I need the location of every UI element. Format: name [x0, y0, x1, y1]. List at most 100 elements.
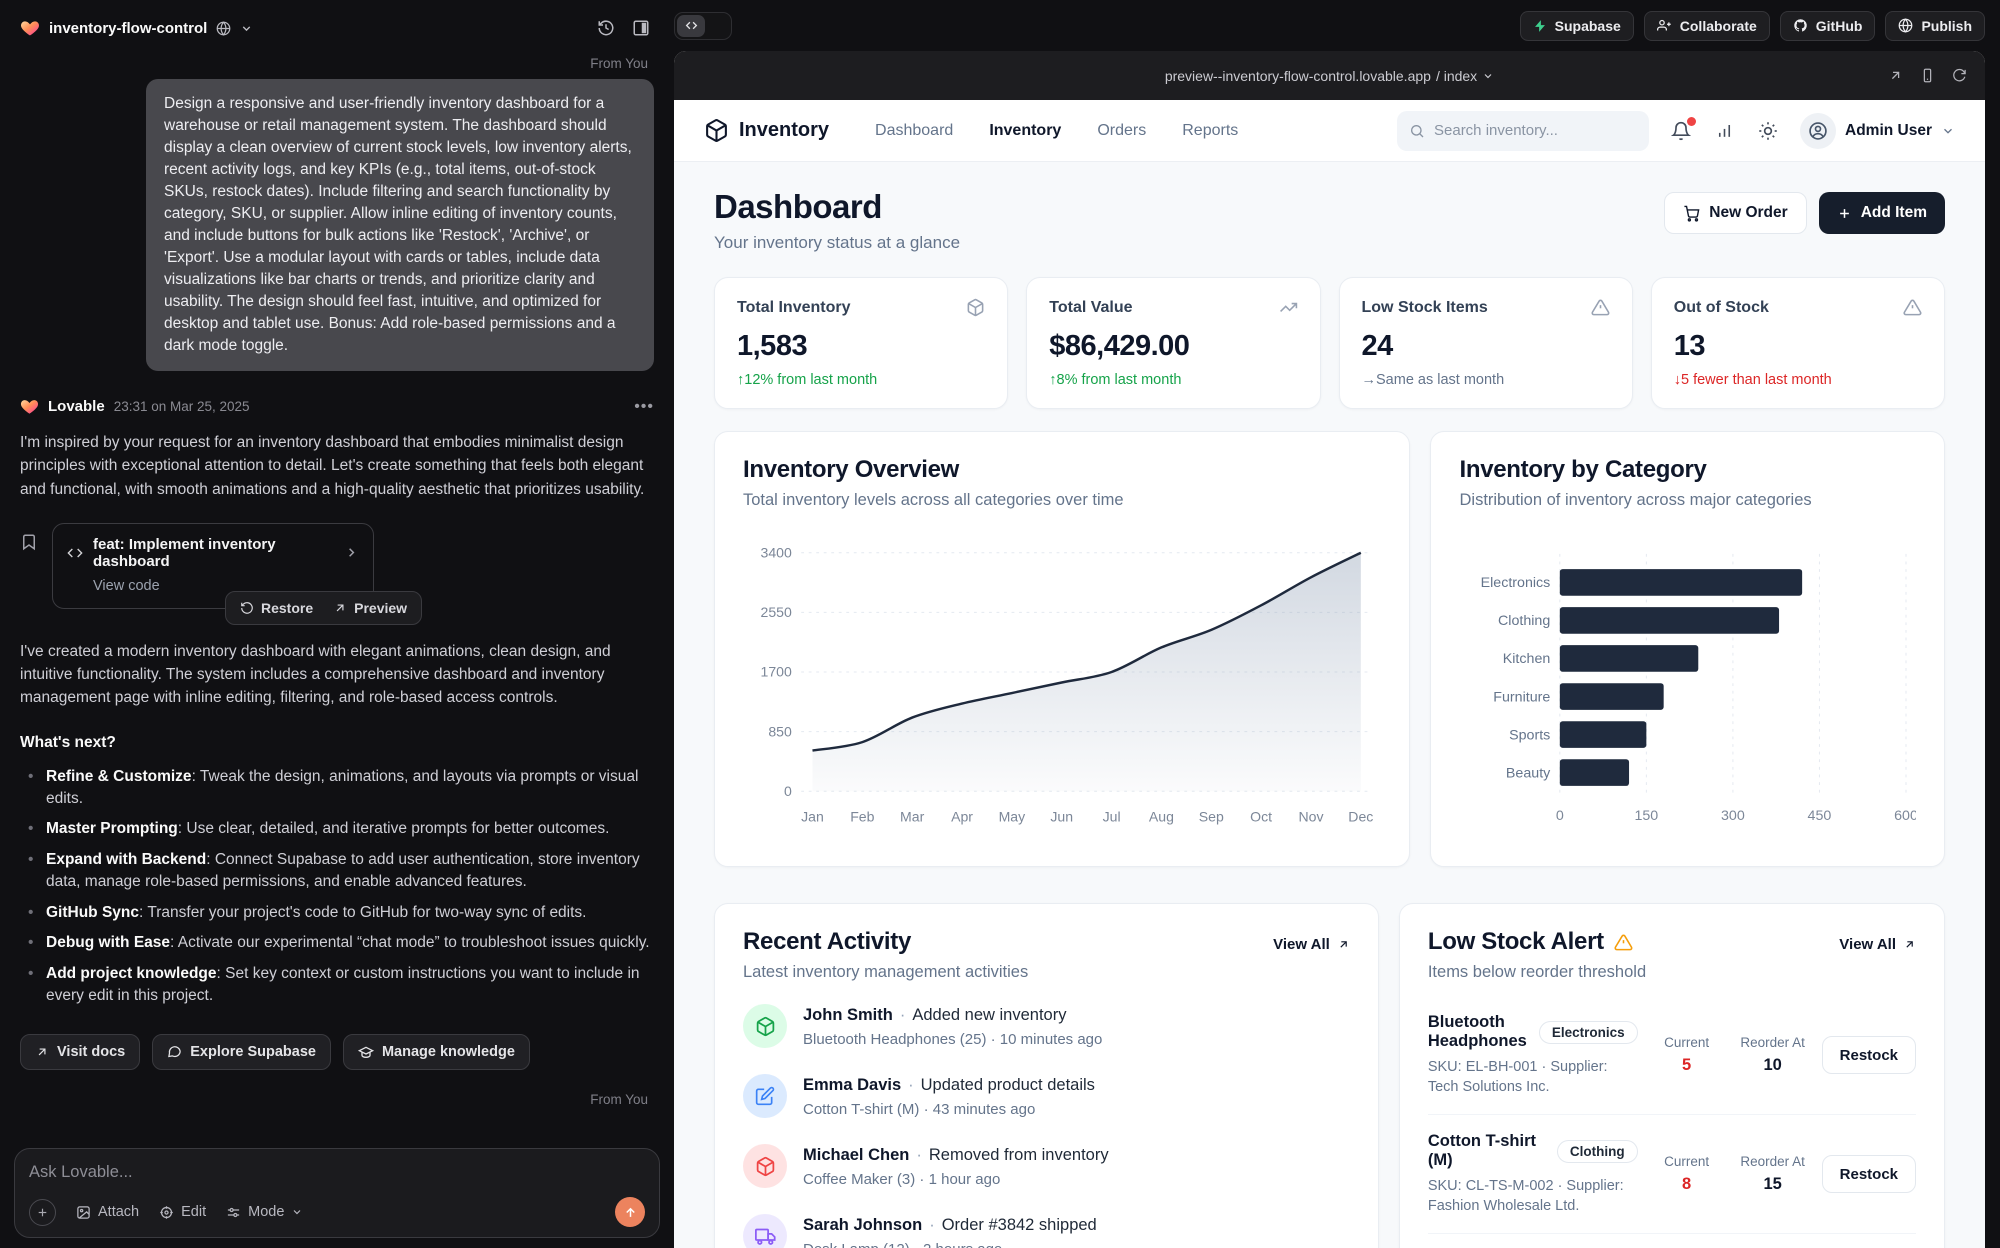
activity-list: John Smith · Added new inventory Bluetooth… — [743, 1004, 1350, 1248]
package-minus-icon — [743, 1144, 787, 1188]
bookmark-icon[interactable] — [20, 533, 38, 609]
view-all-activity-button[interactable]: View All — [1273, 936, 1350, 953]
new-order-button[interactable]: New Order — [1664, 192, 1807, 234]
add-attachment-button[interactable] — [29, 1198, 56, 1226]
supabase-button[interactable]: Supabase — [1519, 10, 1634, 41]
activity-row: Michael Chen · Removed from inventory Coff… — [743, 1144, 1350, 1188]
preview-window: preview--inventory-flow-control.lovable.… — [674, 51, 1985, 1248]
current-stock: Current 8 — [1664, 1154, 1710, 1194]
nav-link-orders[interactable]: Orders — [1097, 121, 1147, 139]
section-subtitle: Items below reorder threshold — [1427, 963, 1647, 981]
category-badge: Electronics — [1538, 1020, 1638, 1044]
kpi-row: Total Inventory 1,583 ↑12% from last mon… — [714, 277, 1945, 409]
explore-supabase-button[interactable]: Explore Supabase — [152, 1033, 331, 1070]
sku-text: SKU: EL-BH-001 · Supplier: Tech Solution… — [1427, 1059, 1608, 1095]
kpi-low-stock: Low Stock Items 24 →Same as last month — [1338, 277, 1633, 409]
chat-message-list: From You Design a responsive and user-fr… — [0, 56, 674, 1142]
code-view-toggle[interactable] — [674, 11, 732, 40]
app-nav-links: Dashboard Inventory Orders Reports — [875, 122, 1238, 140]
chat-input-box[interactable]: Ask Lovable... Attach Edit Mode — [14, 1148, 660, 1238]
code-icon — [67, 545, 83, 561]
chart-subtitle: Distribution of inventory across major c… — [1459, 491, 1812, 509]
chat-input-placeholder[interactable]: Ask Lovable... — [29, 1163, 133, 1181]
add-item-button[interactable]: Add Item — [1818, 192, 1945, 234]
message-options-icon[interactable]: ••• — [634, 397, 654, 415]
svg-text:Oct: Oct — [1250, 808, 1272, 824]
nav-link-inventory[interactable]: Inventory — [989, 121, 1062, 139]
package-icon — [966, 298, 985, 317]
svg-text:Dec: Dec — [1348, 808, 1373, 824]
kpi-delta: →Same as last month — [1361, 372, 1505, 388]
github-button[interactable]: GitHub — [1779, 10, 1876, 41]
from-you-label: From You — [590, 56, 648, 71]
svg-text:Clothing: Clothing — [1498, 613, 1550, 629]
svg-text:2550: 2550 — [760, 604, 791, 620]
visit-docs-button[interactable]: Visit docs — [20, 1033, 141, 1070]
page-title: Dashboard — [714, 188, 882, 225]
brand-name: Inventory — [739, 119, 830, 141]
nav-link-reports[interactable]: Reports — [1182, 121, 1239, 139]
activity-row: John Smith · Added new inventory Bluetooth… — [743, 1004, 1350, 1048]
recent-activity-card: Recent Activity Latest inventory managem… — [714, 903, 1379, 1248]
preview-url[interactable]: preview--inventory-flow-control.lovable.… — [1165, 68, 1494, 84]
kpi-delta: ↑12% from last month — [737, 372, 878, 388]
svg-text:600: 600 — [1895, 808, 1916, 824]
mode-selector-button[interactable]: Mode — [226, 1204, 303, 1220]
view-all-low-stock-button[interactable]: View All — [1839, 936, 1916, 953]
app-brand[interactable]: Inventory — [704, 118, 829, 143]
svg-text:Jun: Jun — [1050, 808, 1073, 824]
section-title: Recent Activity — [743, 928, 912, 955]
current-stock: Current 5 — [1664, 1035, 1710, 1074]
kpi-value: 13 — [1673, 330, 1706, 362]
kpi-value: 24 — [1361, 330, 1394, 362]
svg-text:Mar: Mar — [900, 808, 925, 824]
version-card[interactable]: feat: Implement inventory dashboard View… — [52, 522, 374, 609]
send-button[interactable] — [615, 1197, 645, 1227]
svg-text:Sports: Sports — [1510, 727, 1551, 743]
project-menu-chevron-icon[interactable] — [240, 22, 253, 35]
inventory-search[interactable] — [1397, 110, 1649, 151]
topbar-buttons: Supabase Collaborate GitHub Publish — [1519, 10, 1985, 41]
view-code-link[interactable]: View code — [93, 577, 160, 594]
list-item: GitHub Sync: Transfer your project's cod… — [20, 902, 654, 925]
collaborate-button[interactable]: Collaborate — [1643, 10, 1770, 41]
edit-button[interactable]: Edit — [159, 1204, 206, 1220]
manage-knowledge-button[interactable]: Manage knowledge — [342, 1033, 530, 1070]
theme-toggle-button[interactable] — [1756, 119, 1780, 143]
nav-link-dashboard[interactable]: Dashboard — [875, 121, 954, 139]
preview-button[interactable]: Preview — [325, 596, 415, 620]
low-stock-alert-card: Low Stock Alert Items below reorder thre… — [1398, 903, 1945, 1248]
history-button[interactable] — [593, 15, 619, 41]
mobile-view-icon[interactable] — [1920, 68, 1935, 83]
restock-button[interactable]: Restock — [1821, 1036, 1916, 1075]
assistant-message-header: Lovable 23:31 on Mar 25, 2025 ••• — [20, 397, 654, 416]
svg-text:850: 850 — [768, 723, 792, 739]
whats-next-list: Refine & Customize: Tweak the design, an… — [20, 766, 654, 1008]
preview-url-bar: preview--inventory-flow-control.lovable.… — [674, 51, 1985, 100]
main-area: Supabase Collaborate GitHub Publish prev… — [674, 0, 2000, 1248]
globe-icon — [216, 20, 231, 36]
analytics-button[interactable] — [1713, 119, 1736, 142]
notifications-button[interactable] — [1669, 116, 1696, 143]
project-name[interactable]: inventory-flow-control — [49, 19, 208, 37]
search-input[interactable] — [1434, 122, 1637, 139]
restore-button[interactable]: Restore — [232, 596, 321, 620]
refresh-icon[interactable] — [1952, 68, 1967, 83]
svg-text:150: 150 — [1635, 808, 1659, 824]
assistant-summary-text: I've created a modern inventory dashboar… — [20, 642, 611, 707]
kpi-delta: ↑8% from last month — [1049, 372, 1182, 388]
user-name: Admin User — [1845, 121, 1932, 139]
svg-text:300: 300 — [1721, 808, 1745, 824]
lovable-heart-logo-icon — [20, 18, 40, 38]
list-item: Debug with Ease: Activate our experiment… — [20, 932, 654, 955]
section-title: Low Stock Alert — [1427, 928, 1604, 955]
open-external-icon[interactable] — [1888, 68, 1903, 83]
restock-button[interactable]: Restock — [1821, 1155, 1916, 1194]
panel-toggle-button[interactable] — [628, 15, 654, 41]
svg-text:Electronics: Electronics — [1481, 575, 1551, 591]
main-topbar: Supabase Collaborate GitHub Publish — [674, 0, 1985, 51]
whats-next-heading: What's next? — [20, 733, 116, 751]
user-menu[interactable]: Admin User — [1800, 112, 1955, 149]
publish-button[interactable]: Publish — [1885, 10, 1985, 41]
attach-button[interactable]: Attach — [76, 1204, 139, 1220]
